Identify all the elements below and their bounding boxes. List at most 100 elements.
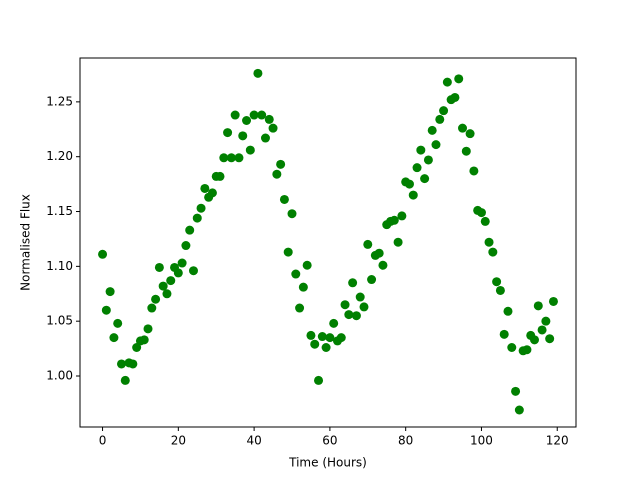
- point: [260, 133, 270, 143]
- point: [276, 159, 286, 169]
- point: [492, 277, 502, 287]
- point: [533, 301, 543, 311]
- point: [173, 268, 183, 278]
- point: [310, 339, 320, 349]
- point: [469, 166, 479, 176]
- point: [336, 333, 346, 343]
- point: [348, 278, 358, 288]
- point: [116, 359, 126, 369]
- point: [200, 183, 210, 193]
- point: [351, 311, 361, 321]
- point: [226, 153, 236, 163]
- point: [537, 325, 547, 335]
- point: [249, 110, 259, 120]
- point: [454, 74, 464, 84]
- x-tick-label: 20: [171, 434, 186, 448]
- point: [291, 269, 301, 279]
- y-tick-label: 1.15: [46, 204, 73, 218]
- point: [264, 114, 274, 124]
- point: [143, 324, 153, 334]
- x-tick-label: 40: [246, 434, 261, 448]
- x-tick-label: 60: [322, 434, 337, 448]
- point: [458, 123, 468, 133]
- point: [295, 303, 305, 313]
- point: [541, 316, 551, 326]
- y-tick-label: 1.20: [46, 149, 73, 163]
- x-tick-label: 80: [398, 434, 413, 448]
- point: [367, 275, 377, 285]
- point: [234, 153, 244, 163]
- point: [245, 145, 255, 155]
- point: [132, 342, 142, 352]
- point: [404, 179, 414, 189]
- point: [185, 225, 195, 235]
- point: [177, 258, 187, 268]
- y-tick-label: 1.10: [46, 259, 73, 273]
- point: [499, 329, 509, 339]
- point: [427, 125, 437, 135]
- point: [238, 131, 248, 141]
- x-tick-label: 120: [546, 434, 569, 448]
- x-tick-label: 100: [470, 434, 493, 448]
- point: [548, 296, 558, 306]
- point: [484, 237, 494, 247]
- point: [359, 302, 369, 312]
- point: [105, 287, 115, 297]
- point: [514, 405, 524, 415]
- point: [109, 333, 119, 343]
- point: [435, 114, 445, 124]
- x-axis-label: Time (Hours): [288, 456, 367, 470]
- point: [412, 163, 422, 173]
- point: [219, 153, 229, 163]
- point: [431, 140, 441, 150]
- point: [321, 342, 331, 352]
- point: [298, 282, 308, 292]
- point: [283, 247, 293, 257]
- point: [272, 169, 282, 179]
- point: [215, 171, 225, 181]
- point: [416, 145, 426, 155]
- point: [480, 216, 490, 226]
- point: [503, 306, 513, 316]
- point: [363, 239, 373, 249]
- point: [408, 190, 418, 200]
- point: [530, 335, 540, 345]
- point: [393, 237, 403, 247]
- y-axis-label: Normalised Flux: [19, 194, 33, 291]
- point: [257, 110, 267, 120]
- point: [389, 215, 399, 225]
- point: [522, 345, 532, 355]
- point: [287, 209, 297, 219]
- point: [242, 116, 252, 126]
- point: [113, 318, 123, 328]
- point: [230, 110, 240, 120]
- point: [344, 310, 354, 320]
- point: [120, 375, 130, 385]
- point: [302, 260, 312, 270]
- point: [139, 335, 149, 345]
- point: [495, 285, 505, 295]
- point: [166, 276, 176, 286]
- point: [151, 294, 161, 304]
- point: [545, 334, 555, 344]
- point: [128, 359, 138, 369]
- point: [378, 260, 388, 270]
- point: [450, 92, 460, 102]
- point: [98, 249, 108, 259]
- point: [476, 208, 486, 218]
- point: [188, 266, 198, 276]
- point: [279, 194, 289, 204]
- point: [196, 203, 206, 213]
- point: [192, 213, 202, 223]
- point: [306, 330, 316, 340]
- point: [423, 155, 433, 165]
- point: [147, 303, 157, 313]
- point: [101, 305, 111, 315]
- point: [325, 333, 335, 343]
- point: [268, 123, 278, 133]
- point: [181, 241, 191, 251]
- y-tick-label: 1.25: [46, 94, 73, 108]
- y-tick-label: 1.00: [46, 369, 73, 383]
- point: [329, 318, 339, 328]
